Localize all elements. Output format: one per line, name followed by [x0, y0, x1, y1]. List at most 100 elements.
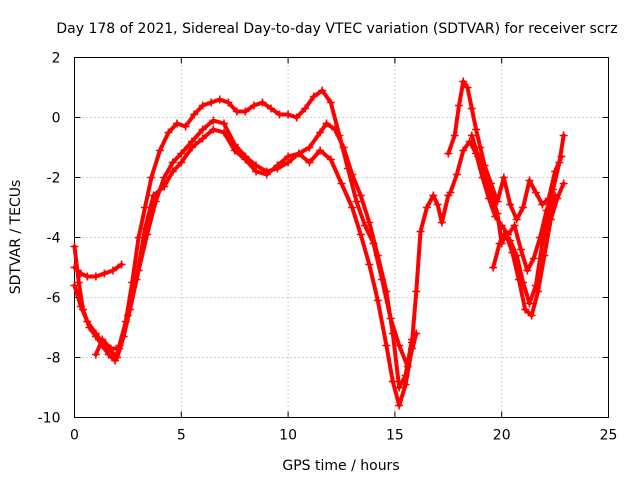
data-point: [220, 119, 229, 128]
data-point: [538, 200, 547, 209]
data-point: [115, 344, 124, 353]
data-point: [267, 104, 276, 113]
data-point: [262, 170, 271, 179]
data-point: [316, 128, 325, 137]
data-point: [512, 215, 521, 224]
x-axis-label: GPS time / hours: [282, 458, 399, 474]
data-point: [190, 110, 199, 119]
x-tick-label: 15: [386, 428, 404, 444]
data-point: [106, 344, 115, 353]
data-point: [76, 302, 85, 311]
data-point: [412, 287, 421, 296]
data-point: [147, 173, 156, 182]
data-point: [433, 200, 442, 209]
data-point: [422, 203, 431, 212]
data-point: [476, 143, 485, 152]
data-point: [516, 245, 525, 254]
data-point: [160, 173, 169, 182]
data-point: [74, 278, 83, 287]
data-point: [523, 266, 532, 275]
data-point: [373, 251, 382, 260]
x-tick-label: 20: [493, 428, 511, 444]
data-point: [429, 191, 438, 200]
data-point: [83, 317, 92, 326]
data-point: [241, 155, 250, 164]
data-point: [198, 101, 207, 110]
data-point: [510, 221, 519, 230]
data-point: [326, 155, 335, 164]
data-point: [519, 203, 528, 212]
data-point: [232, 107, 241, 116]
data-point: [365, 260, 374, 269]
data-point: [309, 92, 318, 101]
data-point: [100, 269, 109, 278]
data-point: [382, 287, 391, 296]
data-point: [301, 104, 310, 113]
chart-title: Day 178 of 2021, Sidereal Day-to-day VTE…: [56, 21, 617, 37]
data-point: [292, 113, 301, 122]
data-point: [527, 311, 536, 320]
data-point: [495, 239, 504, 248]
x-tick-label: 25: [600, 428, 618, 444]
data-point: [132, 275, 141, 284]
data-point: [348, 203, 357, 212]
data-point: [544, 212, 553, 221]
x-tick-label: 5: [177, 428, 186, 444]
data-point: [209, 116, 218, 125]
x-tick-label: 0: [70, 428, 79, 444]
data-point: [444, 149, 453, 158]
data-point: [91, 350, 100, 359]
y-axis-label: SDTVAR / TECUs: [8, 180, 24, 295]
data-point: [487, 188, 496, 197]
data-point: [224, 98, 233, 107]
data-point: [531, 188, 540, 197]
data-point: [220, 128, 229, 137]
data-point: [168, 167, 177, 176]
data-series: [70, 77, 568, 410]
data-point: [459, 77, 468, 86]
y-tick-label: -10: [38, 411, 61, 427]
data-point: [273, 161, 282, 170]
data-point: [258, 98, 267, 107]
data-point: [140, 203, 149, 212]
x-tick-label: 10: [279, 428, 297, 444]
data-point: [388, 377, 397, 386]
data-point: [506, 236, 515, 245]
data-point: [108, 266, 117, 275]
data-point: [177, 158, 186, 167]
data-point: [480, 170, 489, 179]
y-tick-label: -6: [47, 291, 61, 307]
data-point: [499, 173, 508, 182]
data-point: [284, 152, 293, 161]
data-point: [134, 233, 143, 242]
data-point: [160, 182, 169, 191]
data-point: [467, 104, 476, 113]
data-point: [538, 239, 547, 248]
data-point: [113, 353, 122, 362]
data-point: [555, 158, 564, 167]
data-point: [395, 383, 404, 392]
data-point: [177, 149, 186, 158]
data-point: [230, 146, 239, 155]
data-point: [337, 179, 346, 188]
data-point: [548, 185, 557, 194]
data-point: [489, 263, 498, 272]
data-point: [117, 260, 126, 269]
data-point: [83, 272, 92, 281]
data-point: [339, 143, 348, 152]
y-tick-label: -8: [47, 351, 61, 367]
series-track-c: [72, 118, 414, 390]
data-point: [356, 191, 365, 200]
data-point: [519, 278, 528, 287]
data-point: [373, 296, 382, 305]
x-axis: 0 5 10 15 20 25: [70, 57, 618, 444]
data-point: [326, 98, 335, 107]
data-point: [140, 224, 149, 233]
data-point: [252, 167, 261, 176]
data-point: [525, 176, 534, 185]
data-point: [499, 230, 508, 239]
series-track-e: [410, 193, 451, 345]
data-point: [395, 341, 404, 350]
data-point: [164, 128, 173, 137]
